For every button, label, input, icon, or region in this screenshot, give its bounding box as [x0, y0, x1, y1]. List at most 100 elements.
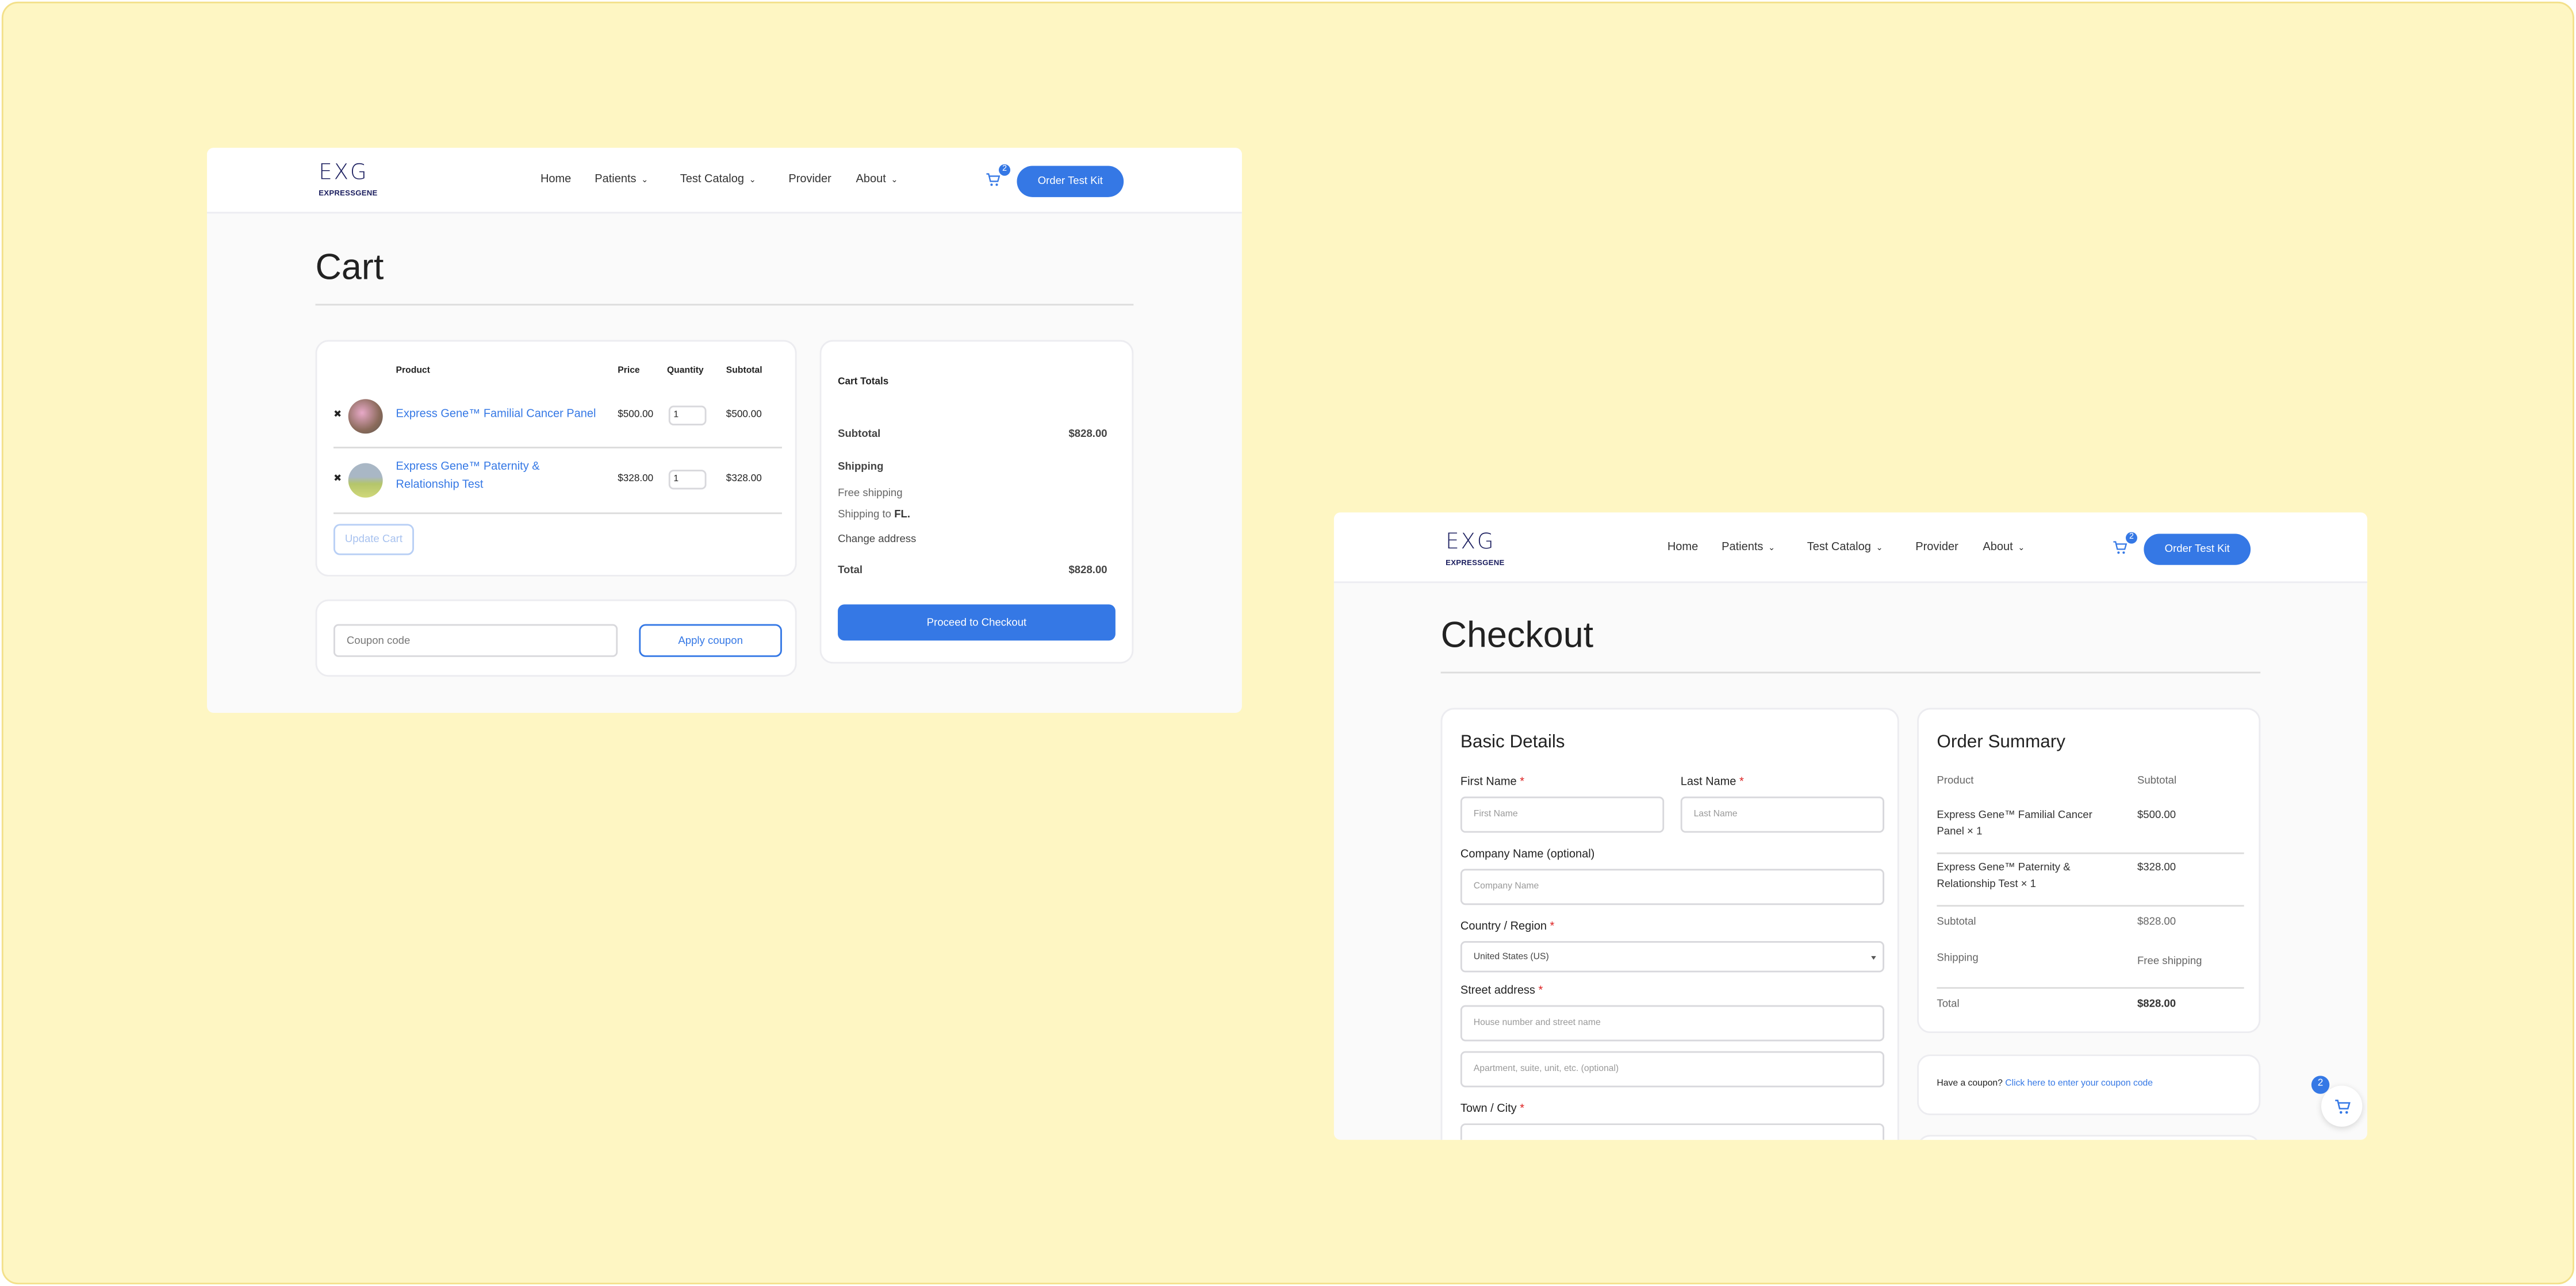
- nav-test-catalog[interactable]: Test Catalog ⌄: [1807, 542, 1883, 554]
- first-name-label: First Name *: [1460, 777, 1525, 789]
- row-divider: [333, 512, 782, 515]
- summary-shipping-label: Shipping: [1937, 953, 1979, 965]
- item-price: $500.00: [618, 410, 654, 421]
- cart-icon[interactable]: [2113, 540, 2128, 555]
- header-price: Price: [618, 366, 640, 377]
- subtotal-value: $828.00: [1068, 428, 1107, 440]
- coupon-prompt: Have a coupon? Click here to enter your …: [1937, 1079, 2153, 1089]
- first-name-input[interactable]: First Name: [1460, 796, 1665, 833]
- order-test-kit-button[interactable]: Order Test Kit: [2144, 533, 2251, 565]
- country-select[interactable]: United States (US): [1460, 941, 1884, 973]
- nav-provider[interactable]: Provider: [788, 174, 831, 186]
- summary-subtotal-value: $828.00: [2137, 916, 2176, 928]
- site-header: EXG EXPRESSGENE Home Patients ⌄ Test Catal…: [1333, 512, 2367, 584]
- nav-patients[interactable]: Patients ⌄: [1722, 542, 1775, 554]
- proceed-to-checkout-button[interactable]: Proceed to Checkout: [838, 604, 1116, 641]
- update-cart-button[interactable]: Update Cart: [333, 524, 414, 555]
- cart-totals-title: Cart Totals: [838, 378, 889, 388]
- summary-total-value: $828.00: [2137, 999, 2176, 1011]
- nav-about[interactable]: About ⌄: [1983, 542, 2025, 554]
- summary-item-price: $500.00: [2137, 809, 2176, 821]
- remove-item-button[interactable]: ✖: [333, 474, 342, 485]
- cart-count-badge: 2: [2125, 532, 2137, 544]
- page-title: Checkout: [1440, 614, 1594, 655]
- floating-cart-button[interactable]: [2321, 1085, 2363, 1127]
- total-label: Total: [838, 565, 863, 577]
- company-input[interactable]: Company Name: [1460, 869, 1884, 905]
- basic-details-card: Basic Details First Name * First Name La…: [1440, 708, 1899, 1140]
- last-name-label: Last Name *: [1680, 777, 1744, 789]
- apply-coupon-button[interactable]: Apply coupon: [639, 624, 782, 657]
- next-card: [1917, 1135, 2261, 1140]
- shipping-label: Shipping: [838, 461, 884, 473]
- company-label: Company Name (optional): [1460, 849, 1595, 861]
- order-summary-card: Order Summary Product Subtotal Express G…: [1917, 708, 2261, 1034]
- chevron-down-icon: ⌄: [891, 175, 898, 186]
- row-divider: [333, 447, 782, 448]
- street-input[interactable]: House number and street name: [1460, 1005, 1884, 1042]
- town-input[interactable]: [1460, 1123, 1884, 1140]
- item-subtotal: $500.00: [726, 410, 762, 421]
- item-subtotal: $328.00: [726, 474, 762, 485]
- summary-total-label: Total: [1937, 999, 1960, 1011]
- free-shipping-text: Free shipping: [838, 487, 903, 500]
- summary-item-price: $328.00: [2137, 862, 2176, 874]
- enter-coupon-link[interactable]: Click here to enter your coupon code: [2005, 1079, 2153, 1089]
- apartment-input[interactable]: Apartment, suite, unit, etc. (optional): [1460, 1051, 1884, 1088]
- product-link[interactable]: Express Gene™ Paternity &: [396, 461, 540, 473]
- title-divider: [315, 304, 1134, 306]
- order-summary-title: Order Summary: [1937, 732, 2065, 753]
- header-subtotal: Subtotal: [726, 366, 762, 377]
- change-address-link[interactable]: Change address: [838, 533, 917, 546]
- summary-item-name: Express Gene™ Familial Cancer: [1937, 809, 2092, 821]
- cart-icon[interactable]: [986, 172, 1000, 187]
- last-name-input[interactable]: Last Name: [1680, 796, 1884, 833]
- cart-page-screenshot: EXG EXPRESSGENE Home Patients ⌄ Test Catal…: [206, 148, 1242, 713]
- chevron-down-icon: ⌄: [2018, 543, 2025, 554]
- nav-home[interactable]: Home: [1667, 542, 1699, 554]
- checkout-page-screenshot: EXG EXPRESSGENE Home Patients ⌄ Test Catal…: [1333, 512, 2367, 1140]
- nav-test-catalog[interactable]: Test Catalog ⌄: [680, 174, 756, 186]
- chevron-down-icon: ⌄: [749, 175, 756, 186]
- chevron-down-icon: ⌄: [1768, 543, 1775, 554]
- nav-home[interactable]: Home: [540, 174, 572, 186]
- quantity-input[interactable]: 1: [668, 470, 707, 490]
- town-label: Town / City *: [1460, 1103, 1525, 1115]
- summary-divider: [1937, 987, 2244, 989]
- street-label: Street address *: [1460, 985, 1543, 997]
- summary-item-qty: Relationship Test × 1: [1937, 878, 2036, 890]
- dropdown-arrow-icon: [1871, 956, 1876, 960]
- nav-provider[interactable]: Provider: [1915, 542, 1958, 554]
- chevron-down-icon: ⌄: [641, 175, 649, 186]
- product-header: Product: [1937, 775, 1974, 787]
- cart-table-card: Product Price Quantity Subtotal ✖ Expres…: [315, 340, 797, 577]
- coupon-code-input[interactable]: Coupon code: [333, 624, 618, 657]
- product-image: [348, 463, 383, 498]
- item-price: $328.00: [618, 474, 654, 485]
- total-value: $828.00: [1068, 565, 1107, 577]
- site-header: EXG EXPRESSGENE Home Patients ⌄ Test Catal…: [206, 148, 1242, 214]
- product-image: [348, 399, 383, 434]
- summary-shipping-value: Free shipping: [2137, 955, 2202, 968]
- quantity-input[interactable]: 1: [668, 405, 707, 425]
- basic-details-title: Basic Details: [1460, 732, 1565, 753]
- cart-icon: [2334, 1099, 2350, 1113]
- header-product: Product: [396, 366, 430, 377]
- logo[interactable]: EXG EXPRESSGENE: [319, 160, 378, 197]
- remove-item-button[interactable]: ✖: [333, 410, 342, 421]
- summary-divider: [1937, 905, 2244, 907]
- nav-about[interactable]: About ⌄: [856, 174, 898, 186]
- product-link[interactable]: Express Gene™ Familial Cancer Panel: [396, 409, 596, 421]
- shipping-destination: Shipping to FL.: [838, 509, 911, 521]
- logo[interactable]: EXG EXPRESSGENE: [1446, 530, 1505, 567]
- coupon-prompt-card: Have a coupon? Click here to enter your …: [1917, 1054, 2261, 1115]
- summary-item-name: Express Gene™ Paternity &: [1937, 862, 2071, 874]
- title-divider: [1440, 671, 2261, 674]
- subtotal-header: Subtotal: [2137, 775, 2177, 787]
- order-test-kit-button[interactable]: Order Test Kit: [1017, 166, 1124, 197]
- country-label: Country / Region *: [1460, 921, 1555, 933]
- product-link[interactable]: Relationship Test: [396, 479, 484, 492]
- nav-patients[interactable]: Patients ⌄: [595, 174, 649, 186]
- cart-totals-card: Cart Totals Subtotal $828.00 Shipping Fr…: [819, 340, 1134, 664]
- floating-cart-badge: 2: [2311, 1076, 2330, 1094]
